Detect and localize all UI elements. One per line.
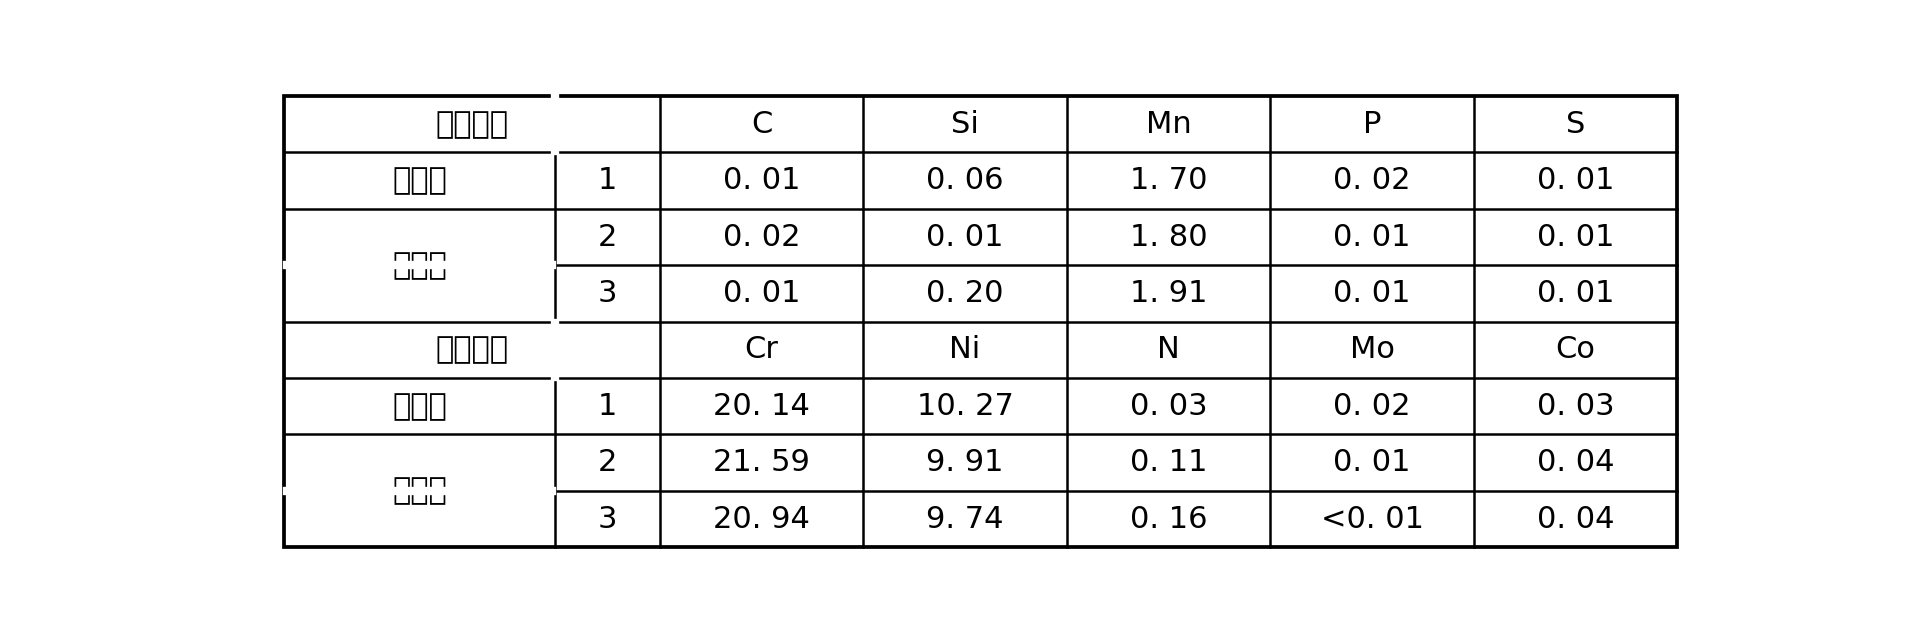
Text: 0. 01: 0. 01 <box>1333 279 1410 308</box>
Text: 0. 01: 0. 01 <box>1536 279 1615 308</box>
Text: 0. 06: 0. 06 <box>926 166 1004 195</box>
Text: N: N <box>1157 336 1180 364</box>
Text: 对比例: 对比例 <box>392 392 448 421</box>
Text: 0. 01: 0. 01 <box>1333 222 1410 252</box>
Text: Si: Si <box>951 110 979 139</box>
Text: 2: 2 <box>599 448 618 477</box>
Text: 0. 02: 0. 02 <box>1333 392 1410 421</box>
Text: 分类编号: 分类编号 <box>436 336 509 364</box>
Text: 对比例: 对比例 <box>392 166 448 195</box>
Text: 0. 04: 0. 04 <box>1536 448 1615 477</box>
Text: 0. 16: 0. 16 <box>1131 505 1207 534</box>
Text: 0. 01: 0. 01 <box>1536 166 1615 195</box>
Text: S: S <box>1567 110 1586 139</box>
Text: Mo: Mo <box>1349 336 1395 364</box>
Text: 3: 3 <box>599 505 618 534</box>
Text: 0. 03: 0. 03 <box>1536 392 1615 421</box>
Text: 10. 27: 10. 27 <box>916 392 1014 421</box>
Text: 9. 91: 9. 91 <box>926 448 1004 477</box>
Text: Cr: Cr <box>744 336 779 364</box>
Text: 0. 01: 0. 01 <box>723 279 800 308</box>
Text: <0. 01: <0. 01 <box>1320 505 1423 534</box>
Text: C: C <box>752 110 773 139</box>
Text: 分类编号: 分类编号 <box>436 110 509 139</box>
Text: 1: 1 <box>599 166 618 195</box>
Text: 0. 02: 0. 02 <box>723 222 800 252</box>
Text: 0. 04: 0. 04 <box>1536 505 1615 534</box>
Text: Co: Co <box>1555 336 1595 364</box>
Text: Mn: Mn <box>1146 110 1192 139</box>
Text: 0. 02: 0. 02 <box>1333 166 1410 195</box>
Text: 1. 91: 1. 91 <box>1131 279 1207 308</box>
Text: 1. 70: 1. 70 <box>1131 166 1207 195</box>
Text: 0. 01: 0. 01 <box>1536 222 1615 252</box>
Text: 21. 59: 21. 59 <box>714 448 809 477</box>
Text: 20. 14: 20. 14 <box>714 392 809 421</box>
Text: 1: 1 <box>599 392 618 421</box>
Text: 0. 01: 0. 01 <box>723 166 800 195</box>
Text: 0. 01: 0. 01 <box>1333 448 1410 477</box>
Text: 9. 74: 9. 74 <box>926 505 1004 534</box>
Text: 0. 11: 0. 11 <box>1131 448 1207 477</box>
Text: 0. 01: 0. 01 <box>926 222 1004 252</box>
Text: 0. 03: 0. 03 <box>1131 392 1207 421</box>
Text: P: P <box>1362 110 1381 139</box>
Text: 3: 3 <box>599 279 618 308</box>
Text: 20. 94: 20. 94 <box>714 505 809 534</box>
Text: 发明例: 发明例 <box>392 476 448 505</box>
Text: Ni: Ni <box>949 336 981 364</box>
Text: 2: 2 <box>599 222 618 252</box>
Text: 0. 20: 0. 20 <box>926 279 1004 308</box>
Text: 1. 80: 1. 80 <box>1131 222 1207 252</box>
Text: 发明例: 发明例 <box>392 251 448 280</box>
